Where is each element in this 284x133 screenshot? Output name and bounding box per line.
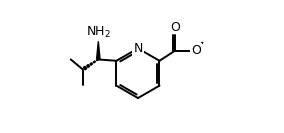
Text: N: N bbox=[133, 42, 143, 55]
Polygon shape bbox=[93, 61, 95, 63]
Polygon shape bbox=[97, 41, 100, 59]
Polygon shape bbox=[83, 66, 87, 70]
Text: O: O bbox=[191, 44, 201, 57]
Polygon shape bbox=[87, 65, 90, 67]
Polygon shape bbox=[90, 63, 93, 65]
Polygon shape bbox=[97, 59, 98, 61]
Text: NH$_2$: NH$_2$ bbox=[86, 24, 111, 40]
Text: O: O bbox=[170, 21, 180, 34]
